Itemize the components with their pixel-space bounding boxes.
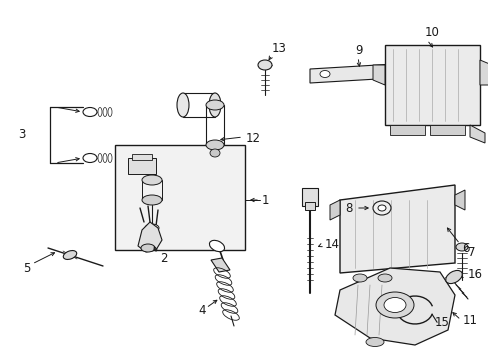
Ellipse shape — [377, 274, 391, 282]
Ellipse shape — [83, 108, 97, 117]
Ellipse shape — [377, 205, 385, 211]
Ellipse shape — [142, 175, 162, 185]
Ellipse shape — [455, 243, 467, 251]
Polygon shape — [329, 200, 339, 220]
Bar — [384, 45, 479, 125]
Ellipse shape — [209, 149, 220, 157]
Text: 12: 12 — [245, 131, 261, 144]
Bar — [389, 125, 424, 135]
Text: 15: 15 — [434, 315, 449, 328]
Polygon shape — [210, 258, 229, 272]
Bar — [302, 188, 317, 206]
Ellipse shape — [63, 251, 77, 260]
Ellipse shape — [352, 274, 366, 282]
Polygon shape — [454, 190, 464, 210]
Polygon shape — [309, 61, 444, 83]
Ellipse shape — [319, 71, 329, 77]
Text: 6: 6 — [461, 242, 468, 255]
Text: 7: 7 — [467, 247, 474, 260]
Ellipse shape — [375, 292, 413, 318]
Ellipse shape — [142, 195, 162, 205]
Ellipse shape — [209, 240, 224, 252]
Text: 16: 16 — [467, 269, 482, 282]
Ellipse shape — [208, 93, 221, 117]
Text: 3: 3 — [18, 129, 25, 141]
Ellipse shape — [141, 244, 155, 252]
Bar — [429, 125, 464, 135]
Ellipse shape — [205, 140, 224, 150]
Text: 11: 11 — [462, 314, 477, 327]
Text: 1: 1 — [262, 194, 269, 207]
Text: 14: 14 — [325, 238, 339, 252]
Text: 10: 10 — [424, 27, 439, 40]
Bar — [128, 158, 156, 174]
Bar — [132, 154, 152, 160]
Ellipse shape — [383, 297, 405, 312]
Text: 9: 9 — [354, 44, 362, 57]
Bar — [305, 202, 314, 210]
Polygon shape — [138, 222, 162, 252]
Text: 4: 4 — [198, 303, 205, 316]
Ellipse shape — [145, 224, 159, 232]
Ellipse shape — [83, 153, 97, 162]
Polygon shape — [372, 65, 384, 85]
Text: 13: 13 — [271, 41, 286, 54]
Ellipse shape — [177, 93, 189, 117]
Ellipse shape — [258, 60, 271, 70]
Polygon shape — [339, 185, 454, 273]
Ellipse shape — [372, 201, 390, 215]
Polygon shape — [334, 268, 454, 345]
Ellipse shape — [445, 270, 461, 284]
Text: 8: 8 — [345, 202, 352, 215]
Text: 5: 5 — [23, 261, 30, 274]
Polygon shape — [469, 125, 484, 143]
Ellipse shape — [205, 100, 224, 110]
Bar — [115, 145, 244, 250]
Text: 2: 2 — [160, 252, 167, 265]
Polygon shape — [479, 60, 488, 85]
Polygon shape — [439, 61, 457, 93]
Ellipse shape — [365, 338, 383, 346]
